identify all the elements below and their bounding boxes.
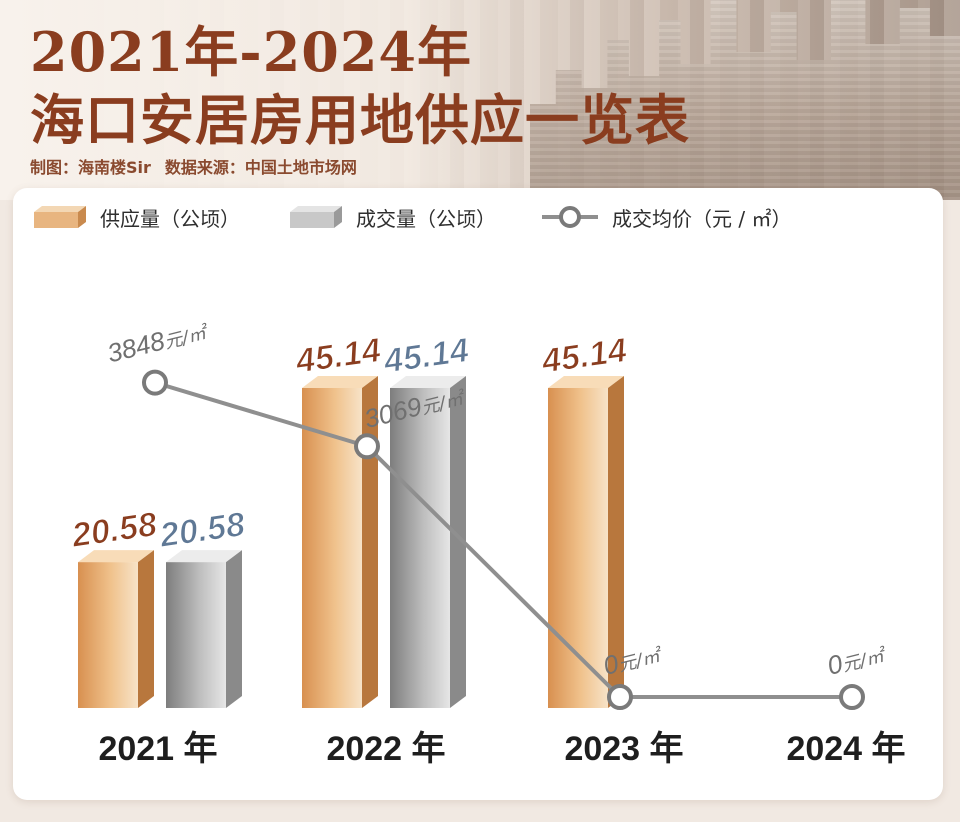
legend-item-deal: 成交量（公顷） [286, 203, 496, 232]
deal-bar-1 [390, 375, 466, 708]
deal-bar-front [390, 387, 450, 708]
supply-bar-top [548, 375, 624, 388]
credit-source: 数据来源：中国土地市场网 [164, 158, 357, 177]
deal-value-label: 45.14 [381, 331, 472, 381]
deal-bar-top [166, 550, 242, 563]
supply-value-label: 20.58 [69, 505, 160, 555]
price-line [154, 380, 852, 699]
supply-bar-front [548, 387, 608, 708]
credit-line: 制图：海南楼Sir 数据来源：中国土地市场网 [30, 154, 357, 178]
page-title-line1: 2021年-2024年 [30, 20, 472, 84]
deal-swatch-icon [290, 206, 342, 228]
deal-bar-0 [166, 550, 242, 708]
supply-bar-0 [78, 550, 154, 708]
supply-bar-side [138, 550, 154, 708]
supply-swatch-icon [34, 206, 86, 228]
x-tick-label: 2022 年 [326, 730, 445, 768]
deal-bar-side [226, 550, 242, 708]
price-unit: 元/㎡ [162, 322, 212, 354]
x-tick-label: 2021 年 [98, 730, 217, 768]
price-point [354, 433, 380, 460]
price-value-label: 0元/㎡ [824, 637, 890, 681]
price-unit: 元/㎡ [840, 645, 890, 677]
page-title-line2: 海口安居房用地供应一览表 [30, 88, 690, 152]
supply-bar-top [302, 375, 378, 388]
deal-bar-top [390, 375, 466, 388]
x-tick-label: 2024 年 [786, 730, 905, 768]
credit-maker: 制图：海南楼Sir [30, 158, 151, 177]
price-point [607, 684, 633, 710]
deal-bar-side [450, 375, 466, 708]
legend-label-price: 成交均价（元 / ㎡） [612, 206, 792, 231]
supply-bar-front [78, 562, 138, 708]
legend-label-supply: 供应量（公顷） [100, 206, 240, 231]
price-point [142, 369, 168, 396]
price-line-icon [542, 206, 598, 228]
price-number: 3848 [104, 325, 168, 368]
legend-item-price: 成交均价（元 / ㎡） [542, 203, 791, 232]
x-tick-label: 2023 年 [564, 730, 683, 768]
legend: 供应量（公顷） 成交量（公顷） 成交均价（元 / ㎡） [30, 200, 837, 234]
price-value-label: 3848元/㎡ [104, 314, 212, 368]
deal-value-label: 20.58 [157, 505, 248, 555]
supply-bar-side [608, 375, 624, 708]
legend-item-supply: 供应量（公顷） [30, 203, 240, 232]
legend-label-deal: 成交量（公顷） [356, 206, 496, 231]
price-point [839, 684, 865, 710]
supply-value-label: 45.14 [293, 331, 384, 381]
supply-bar-top [78, 550, 154, 563]
deal-bar-front [166, 562, 226, 708]
supply-value-label: 45.14 [539, 331, 630, 381]
